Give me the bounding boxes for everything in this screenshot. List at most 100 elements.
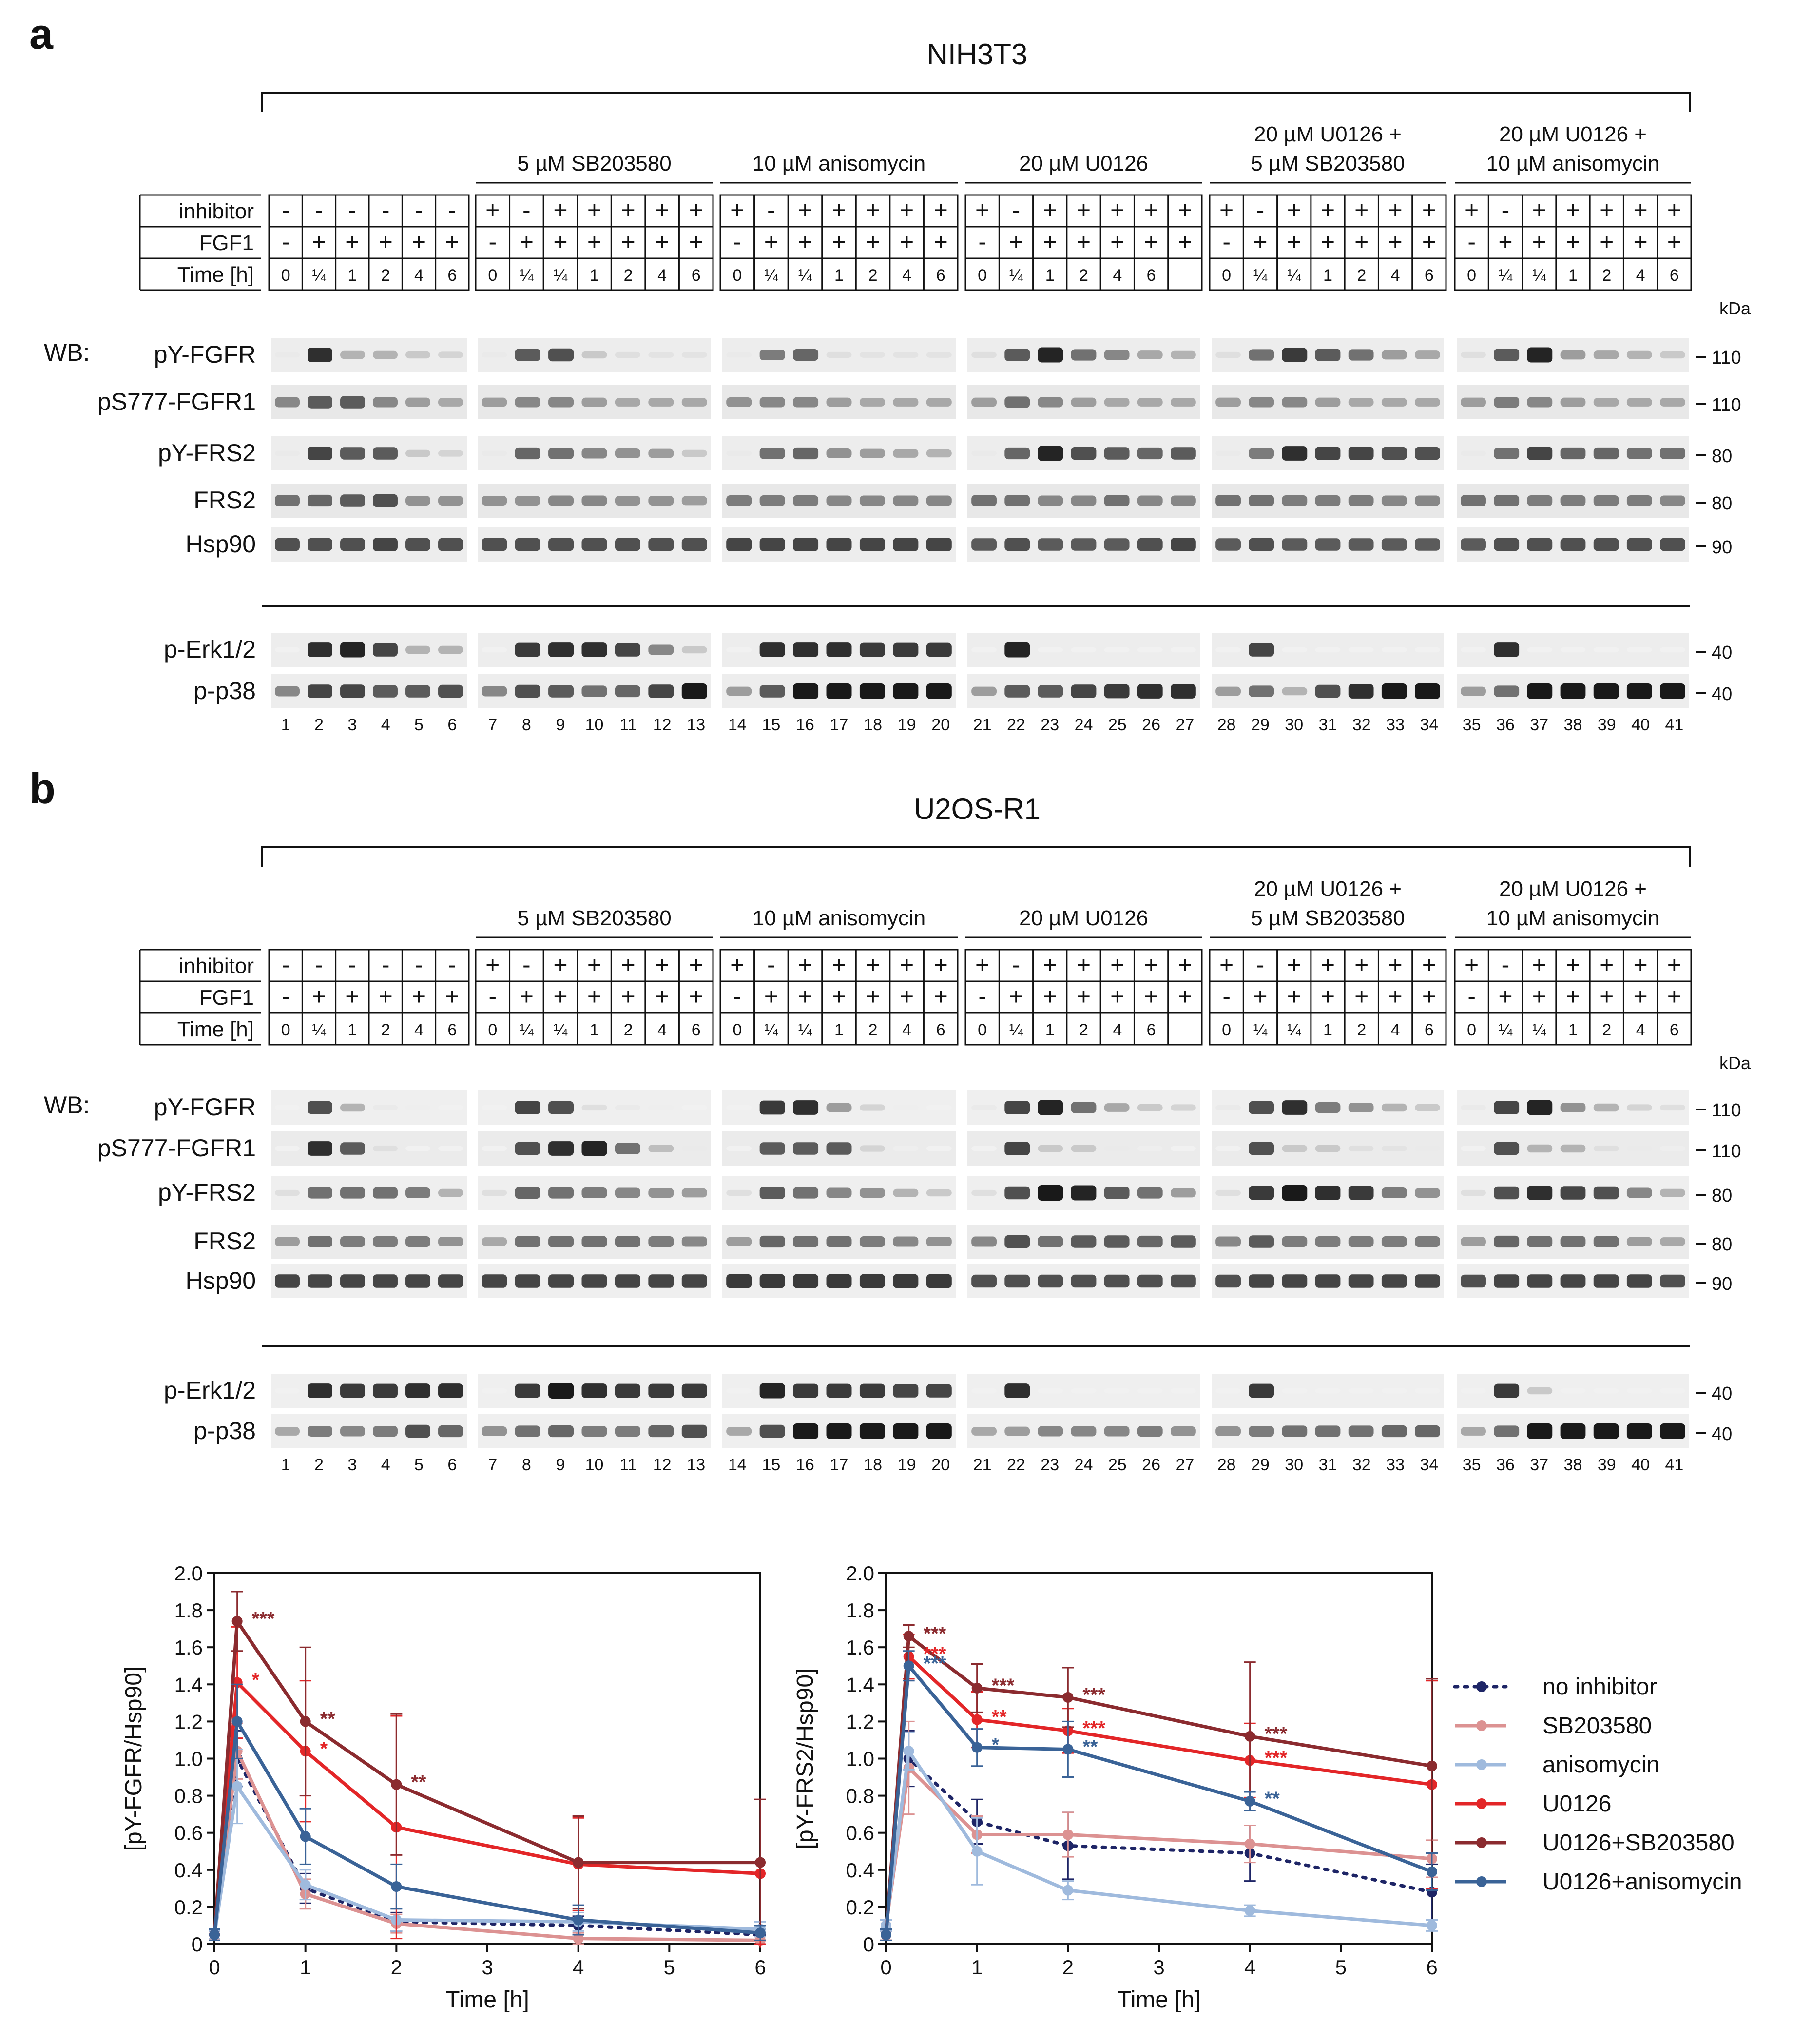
- western-band: [681, 449, 707, 457]
- blot-strip: [271, 1131, 467, 1166]
- y-tick-label: 0: [863, 1933, 874, 1956]
- western-band: [1137, 1146, 1163, 1151]
- western-band: [1004, 1235, 1030, 1248]
- western-band: [926, 352, 952, 358]
- western-band: [1381, 495, 1407, 506]
- time-cell: 6: [1670, 266, 1679, 285]
- western-band: [1004, 685, 1030, 698]
- western-band: [1038, 1274, 1063, 1288]
- western-band: [971, 1189, 997, 1196]
- time-cell: 6: [936, 266, 945, 285]
- inhibitor-cell: -: [448, 951, 457, 978]
- inhibitor-cell: +: [1354, 196, 1369, 224]
- western-band: [759, 1142, 785, 1155]
- data-point: [971, 1742, 983, 1753]
- inhibitor-cell: +: [1219, 951, 1234, 978]
- western-band: [1137, 1388, 1163, 1394]
- inhibitor-cell: +: [553, 196, 567, 224]
- table-row-label: inhibitor: [179, 199, 254, 223]
- western-band: [1004, 642, 1030, 658]
- condition-table-group: [475, 194, 714, 291]
- western-band: [1415, 1188, 1440, 1198]
- western-band: [615, 643, 640, 657]
- fgf1-cell: +: [689, 983, 703, 1010]
- inhibitor-cell: +: [1144, 951, 1158, 978]
- time-cell: 1: [590, 1021, 599, 1039]
- western-band: [1626, 1388, 1652, 1394]
- western-band: [373, 1274, 398, 1288]
- time-cell: 4: [657, 266, 667, 285]
- western-band: [1282, 1425, 1308, 1437]
- western-band: [548, 1141, 574, 1156]
- western-band: [515, 684, 540, 698]
- inhibitor-cell: +: [1287, 951, 1301, 978]
- inhibitor-cell: +: [1566, 196, 1580, 224]
- western-band: [1282, 1145, 1308, 1152]
- western-band: [515, 1142, 540, 1155]
- western-band: [1660, 683, 1685, 699]
- kda-value: 80: [1712, 446, 1732, 467]
- western-band: [1171, 1274, 1196, 1288]
- western-band: [340, 1142, 365, 1155]
- western-band: [1104, 1187, 1130, 1199]
- kda-value: 90: [1712, 1274, 1732, 1294]
- lane-number: 25: [1108, 716, 1127, 734]
- western-band: [681, 538, 707, 551]
- western-band: [1071, 447, 1097, 460]
- western-band: [1560, 1144, 1586, 1153]
- western-band: [615, 351, 640, 358]
- western-band: [1215, 647, 1241, 653]
- western-band: [548, 1187, 574, 1199]
- lane-number: 27: [1176, 1456, 1194, 1474]
- western-band: [726, 1189, 752, 1196]
- western-band: [308, 1383, 332, 1398]
- time-cell: 6: [692, 266, 701, 285]
- western-band: [793, 1274, 819, 1288]
- western-band: [859, 538, 885, 551]
- time-cell: 0: [488, 1021, 497, 1039]
- western-band: [759, 1187, 785, 1199]
- time-cell: 0: [1467, 1021, 1476, 1039]
- western-band: [515, 1236, 540, 1247]
- western-band: [1348, 1274, 1374, 1288]
- western-band: [793, 1383, 819, 1398]
- western-band: [1282, 1274, 1308, 1288]
- western-band: [971, 450, 997, 456]
- western-band: [926, 538, 952, 551]
- western-band: [1381, 683, 1407, 699]
- fgf1-cell: +: [655, 228, 669, 255]
- western-band: [826, 538, 852, 551]
- fgf1-cell: +: [1498, 983, 1512, 1010]
- western-band: [971, 1274, 997, 1288]
- western-band: [548, 685, 574, 698]
- lane-number: 14: [728, 1456, 747, 1474]
- western-band: [1104, 647, 1130, 653]
- lane-number: 8: [522, 716, 531, 734]
- western-band: [482, 352, 507, 358]
- time-cell: 0: [733, 1021, 742, 1039]
- band-label: FRS2: [193, 1227, 256, 1255]
- western-band: [1461, 1146, 1486, 1151]
- x-tick-label: 2: [391, 1956, 402, 1979]
- western-band: [548, 1425, 574, 1438]
- western-band: [275, 1274, 300, 1288]
- inhibitor-cell: +: [1532, 196, 1546, 224]
- fgf1-cell: -: [488, 983, 497, 1010]
- kda-value: 110: [1712, 1100, 1741, 1121]
- western-band: [971, 1427, 997, 1436]
- western-band: [1626, 683, 1652, 699]
- western-band: [340, 350, 365, 359]
- western-band: [826, 1383, 852, 1398]
- time-cell: 4: [1636, 266, 1645, 285]
- western-band: [1215, 1146, 1241, 1151]
- western-band: [1560, 1388, 1586, 1394]
- condition-table-group: [964, 194, 1203, 291]
- western-band: [971, 351, 997, 358]
- western-band: [926, 495, 952, 506]
- western-band: [615, 538, 640, 551]
- fgf1-cell: +: [900, 983, 914, 1010]
- western-band: [1527, 1423, 1553, 1439]
- western-band: [1137, 1425, 1163, 1437]
- western-band: [1461, 538, 1486, 551]
- fgf1-cell: +: [621, 983, 635, 1010]
